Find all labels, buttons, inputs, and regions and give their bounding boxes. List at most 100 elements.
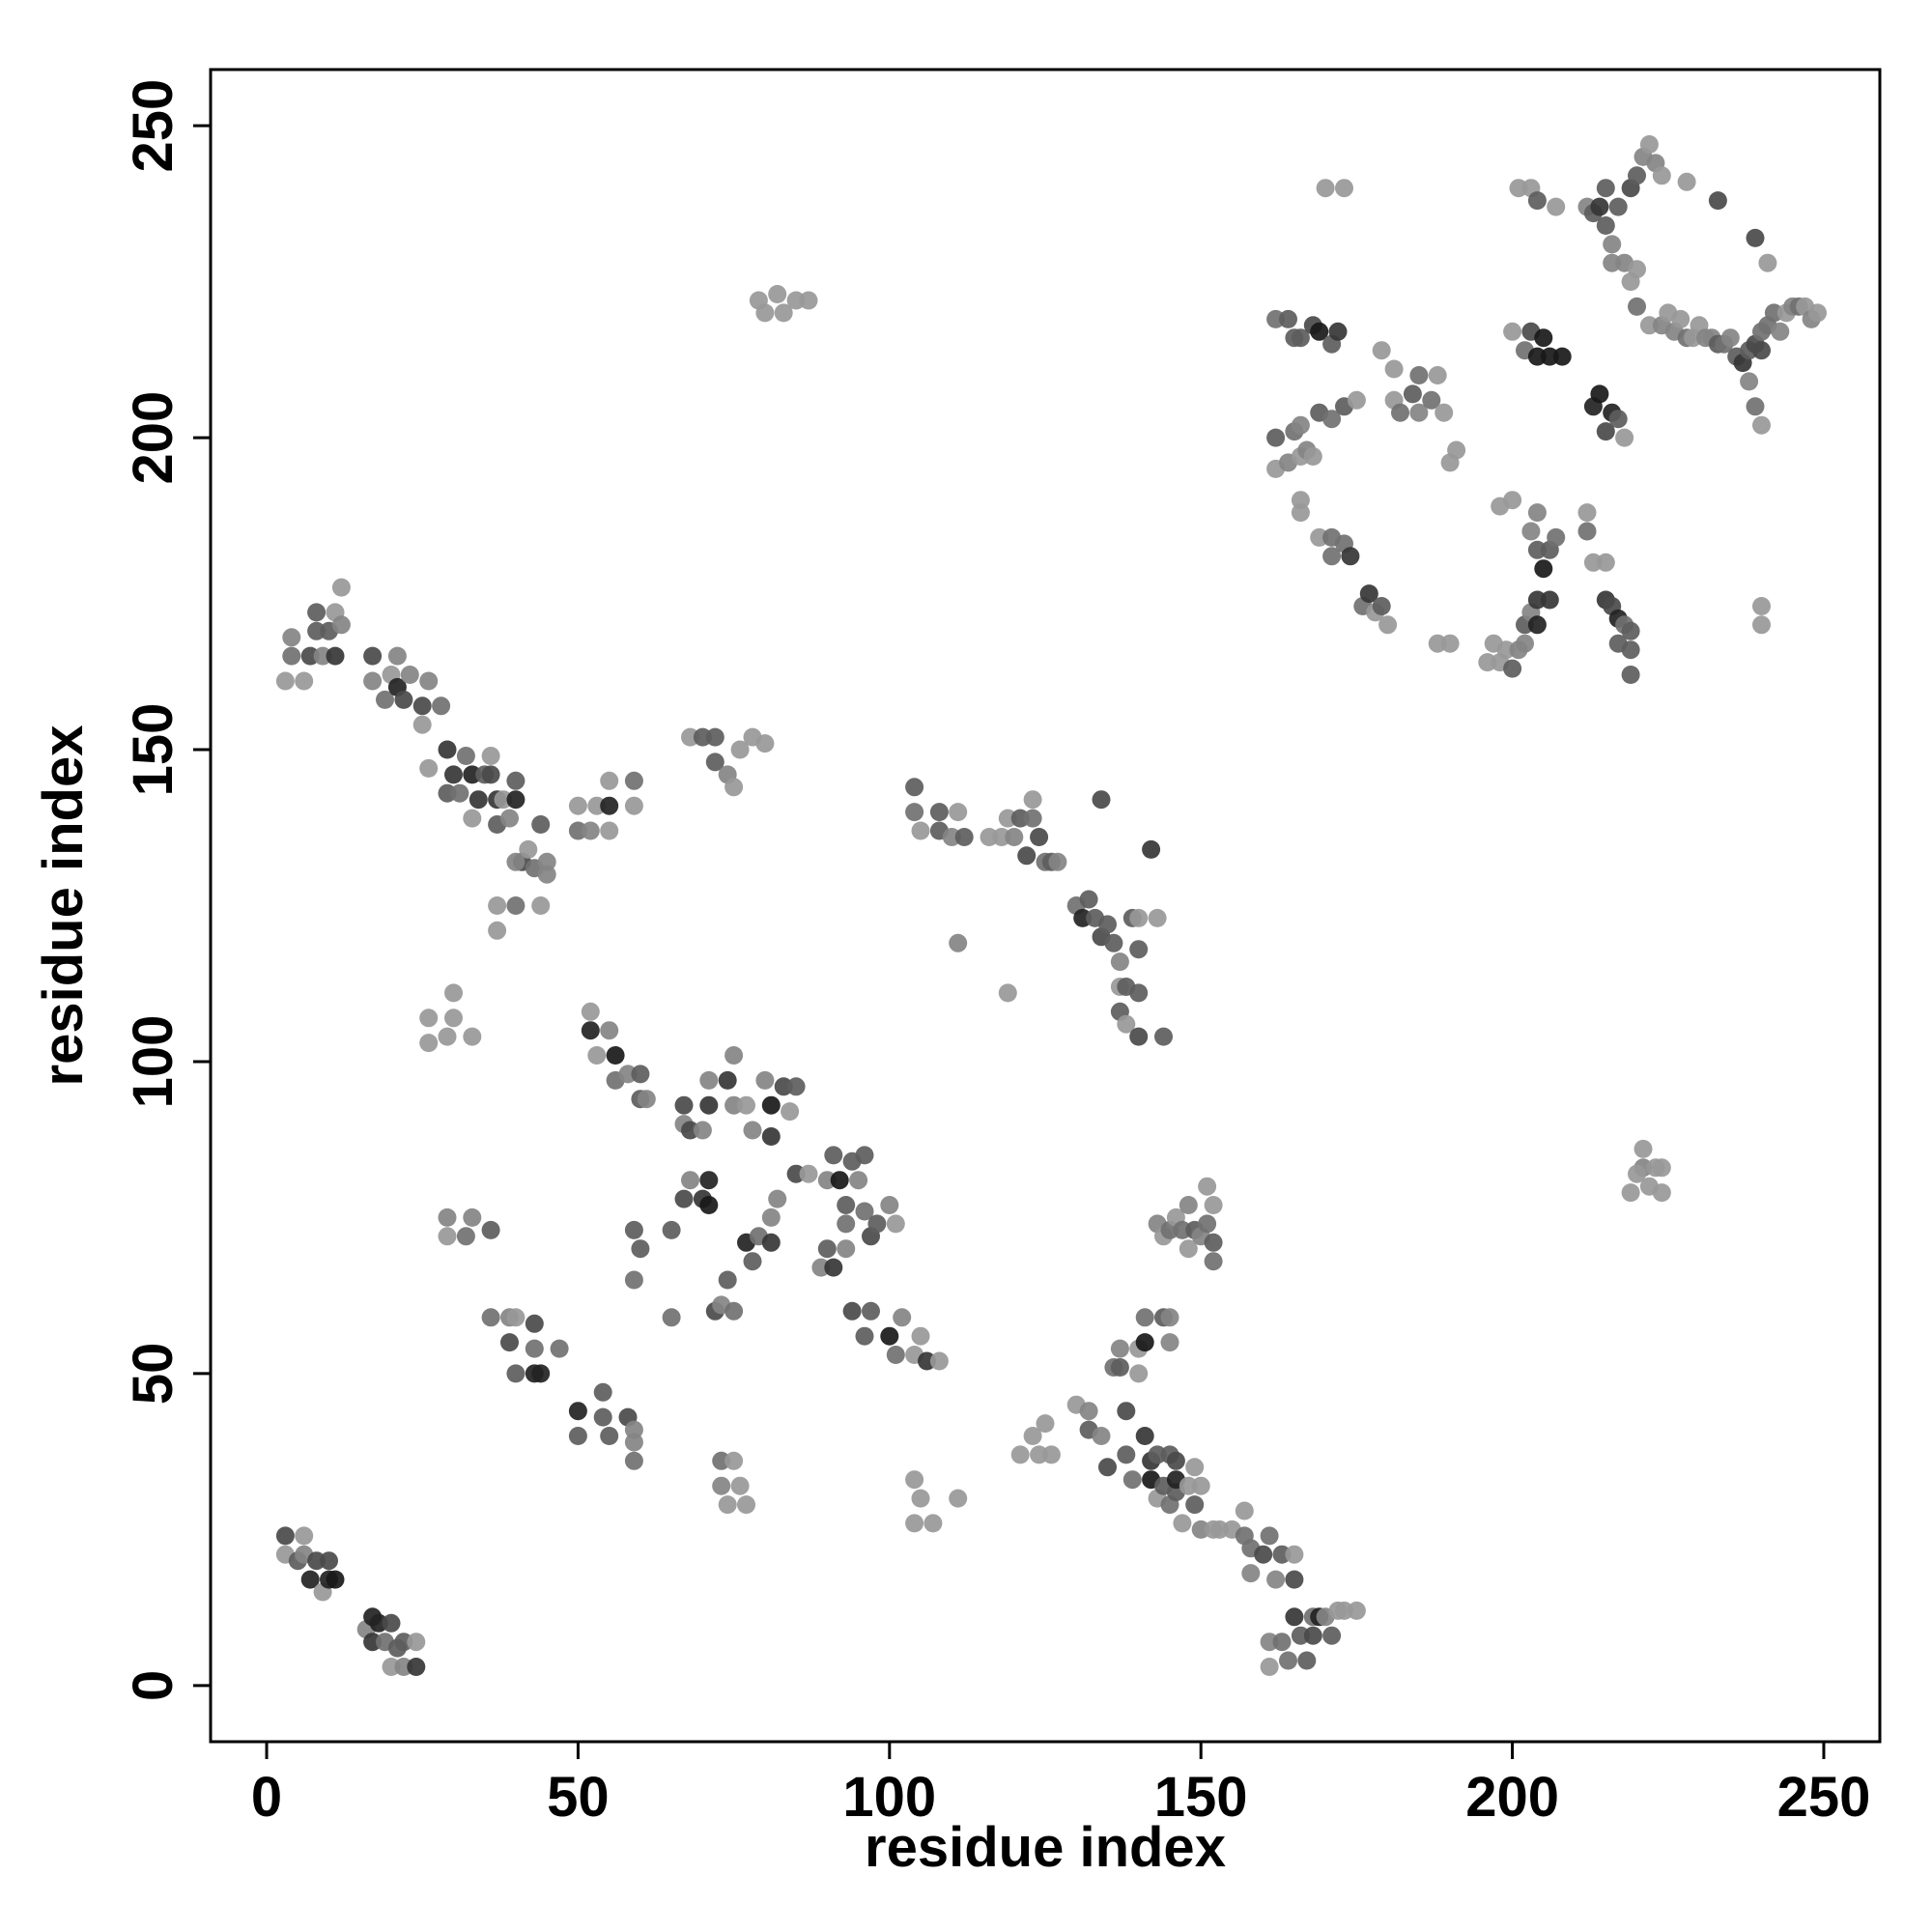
- contact-point: [600, 821, 619, 840]
- contact-point: [1285, 1570, 1304, 1589]
- contact-point: [1204, 1252, 1223, 1271]
- contact-point: [662, 1308, 681, 1327]
- contact-point: [525, 1314, 544, 1333]
- contact-point: [600, 1427, 619, 1445]
- contact-point: [463, 809, 482, 828]
- contact-point: [1142, 839, 1161, 859]
- contact-point: [506, 852, 526, 871]
- contact-point: [1129, 983, 1149, 1003]
- contact-point: [300, 1570, 320, 1589]
- contact-point: [1110, 1339, 1129, 1358]
- contact-point: [438, 1227, 457, 1246]
- contact-point: [581, 821, 600, 840]
- contact-point: [1634, 1139, 1653, 1158]
- y-tick-label: 150: [122, 703, 185, 797]
- contact-point: [581, 1002, 600, 1021]
- contact-point: [911, 1489, 930, 1508]
- contact-point: [600, 796, 619, 815]
- contact-point: [1048, 852, 1067, 871]
- contact-point: [1335, 179, 1353, 198]
- x-tick-label: 50: [547, 1766, 610, 1829]
- contact-point: [1534, 559, 1553, 579]
- contact-point: [1808, 303, 1827, 323]
- contact-point: [593, 1407, 612, 1427]
- contact-point: [718, 1070, 737, 1090]
- contact-point: [905, 803, 924, 822]
- contact-point: [519, 839, 538, 859]
- contact-point: [1615, 428, 1634, 447]
- contact-point: [1503, 659, 1522, 678]
- contact-point: [481, 765, 500, 784]
- contact-point: [1540, 590, 1559, 610]
- contact-point: [886, 1346, 905, 1364]
- contact-point: [1590, 197, 1609, 216]
- contact-point: [326, 646, 345, 666]
- contact-point: [488, 921, 507, 940]
- contact-point: [824, 1258, 843, 1277]
- contact-point: [1017, 846, 1037, 866]
- contact-point: [1708, 191, 1727, 211]
- contact-point: [419, 1034, 439, 1053]
- contact-point: [1527, 615, 1547, 635]
- contact-point: [1752, 615, 1771, 635]
- x-axis-title: residue index: [865, 1816, 1226, 1879]
- y-axis: 0 50 100 150 200 250: [122, 79, 213, 1701]
- contact-point: [1110, 1358, 1129, 1377]
- contact-point: [1758, 253, 1777, 272]
- y-axis-title: residue index: [32, 725, 95, 1087]
- contact-point: [1521, 522, 1541, 541]
- contact-point: [1160, 1333, 1179, 1352]
- contact-point: [929, 1351, 949, 1371]
- contact-point: [1235, 1501, 1254, 1520]
- contact-point: [295, 671, 314, 691]
- contact-point: [949, 933, 968, 952]
- contact-point: [363, 671, 383, 691]
- contact-point: [824, 1146, 843, 1165]
- contact-point: [755, 303, 775, 323]
- contact-point: [862, 1301, 880, 1321]
- contact-point: [438, 1027, 457, 1046]
- contact-point: [1254, 1545, 1273, 1564]
- contact-point: [531, 896, 551, 915]
- contact-point: [506, 790, 526, 810]
- contact-point: [320, 1551, 338, 1571]
- contact-point: [1577, 522, 1597, 541]
- contact-point: [1621, 621, 1640, 640]
- contact-point: [407, 1658, 426, 1676]
- contact-point: [1179, 1196, 1198, 1214]
- contact-point: [1204, 1233, 1223, 1252]
- contact-point: [1596, 179, 1615, 198]
- contact-point: [506, 1364, 526, 1383]
- contact-point: [768, 285, 787, 303]
- contact-point: [624, 1220, 643, 1239]
- contact-point: [568, 1427, 587, 1445]
- contact-point: [506, 1308, 526, 1327]
- contact-point: [1628, 1164, 1646, 1183]
- contact-point: [419, 758, 439, 778]
- contact-point: [699, 1171, 719, 1190]
- contact-point: [1671, 309, 1690, 328]
- contact-point: [1435, 403, 1454, 422]
- contact-point: [1005, 828, 1024, 846]
- contact-point: [998, 983, 1017, 1003]
- contact-point: [1154, 1027, 1173, 1046]
- contact-point: [842, 1301, 862, 1321]
- contact-point: [581, 1021, 600, 1040]
- contact-point: [1260, 1526, 1279, 1546]
- contact-point: [307, 603, 327, 622]
- contact-point: [506, 896, 526, 915]
- contact-point: [911, 821, 930, 840]
- contact-point: [1359, 584, 1378, 604]
- contact-point: [699, 1070, 719, 1090]
- contact-point: [1409, 403, 1429, 422]
- contact-point: [1608, 197, 1628, 216]
- contact-point: [1527, 191, 1547, 211]
- contact-point: [506, 771, 526, 790]
- x-tick-label: 0: [251, 1766, 282, 1829]
- contact-point: [1720, 328, 1740, 348]
- contact-point: [1079, 890, 1098, 909]
- plot-frame: [209, 68, 1882, 1744]
- contact-point: [1135, 1308, 1154, 1327]
- contact-point: [1030, 828, 1049, 846]
- contact-point: [737, 1495, 755, 1515]
